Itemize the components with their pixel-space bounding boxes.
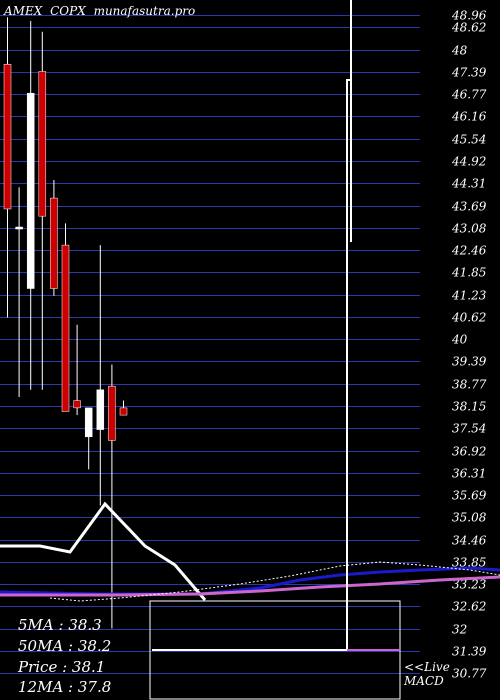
candle-body bbox=[84, 407, 93, 438]
y-tick-label: 46.77 bbox=[451, 88, 487, 102]
y-tick-label: 48.62 bbox=[451, 21, 486, 35]
y-tick-label: 32.62 bbox=[452, 600, 486, 614]
y-tick-label: 43.69 bbox=[451, 200, 487, 214]
live-price-line bbox=[152, 0, 352, 651]
y-tick-label: 38.77 bbox=[452, 378, 487, 392]
y-tick-label: 38.15 bbox=[452, 400, 486, 414]
y-tick-label: 35.08 bbox=[452, 511, 487, 525]
y-tick-label: 31.39 bbox=[452, 645, 487, 659]
y-tick-label: 37.54 bbox=[452, 422, 486, 436]
y-tick-label: 46.16 bbox=[451, 110, 487, 124]
header-exchange: AMEX bbox=[3, 4, 43, 18]
y-tick-label: 36.31 bbox=[452, 467, 486, 481]
ma-line-magenta bbox=[0, 575, 500, 597]
y-tick-label: 44.92 bbox=[451, 155, 486, 169]
candle-body bbox=[15, 226, 23, 230]
candle-body bbox=[38, 71, 47, 217]
ma-line-dotted bbox=[49, 561, 500, 602]
y-tick-label: 34.46 bbox=[452, 534, 487, 548]
candle-body bbox=[50, 197, 58, 289]
legend-ma50: 50MA : 38.2 bbox=[18, 637, 111, 655]
header-site: munafasutra.pro bbox=[94, 4, 196, 18]
candle-body bbox=[26, 92, 35, 289]
header-title: AMEX COPX munafasutra.pro bbox=[3, 4, 195, 18]
candle-body bbox=[73, 400, 81, 409]
y-tick-label: 40.62 bbox=[451, 311, 486, 325]
y-tick-label: 36.92 bbox=[452, 445, 486, 459]
y-tick-label: 43.08 bbox=[451, 222, 487, 236]
y-tick-label: 30.77 bbox=[452, 667, 487, 681]
y-tick-label: 40 bbox=[451, 333, 468, 347]
legend-price: Price : 38.1 bbox=[17, 658, 105, 676]
y-tick-label: 33.85 bbox=[452, 556, 486, 570]
macd-label-live: <<Live bbox=[404, 660, 450, 674]
y-tick-label: 42.46 bbox=[451, 244, 487, 258]
moving-average-lines bbox=[0, 501, 500, 602]
legend-ma12: 12MA : 37.8 bbox=[18, 678, 111, 696]
y-tick-label: 41.85 bbox=[451, 266, 486, 280]
y-tick-label: 41.23 bbox=[451, 289, 487, 303]
candles bbox=[3, 17, 128, 629]
y-tick-label: 35.69 bbox=[452, 489, 487, 503]
y-tick-label: 44.31 bbox=[451, 177, 486, 191]
y-tick-label: 33.23 bbox=[452, 578, 487, 592]
y-tick-label: 48.96 bbox=[451, 9, 487, 23]
candle-body bbox=[119, 407, 128, 416]
y-tick-label: 32 bbox=[452, 623, 467, 637]
y-tick-label: 45.54 bbox=[451, 133, 486, 147]
candle-body bbox=[61, 244, 70, 412]
legend-ma5: 5MA : 38.3 bbox=[18, 616, 102, 634]
y-tick-label: 48 bbox=[451, 44, 468, 58]
header-ticker: COPX bbox=[50, 4, 86, 18]
macd-label-macd: MACD bbox=[403, 674, 444, 688]
candle-body bbox=[108, 385, 116, 441]
y-tick-label: 47.39 bbox=[451, 66, 487, 80]
candle-body bbox=[96, 389, 105, 430]
ma-line-white bbox=[0, 501, 207, 601]
y-tick-label: 39.39 bbox=[452, 355, 487, 369]
candle-body bbox=[3, 64, 12, 210]
